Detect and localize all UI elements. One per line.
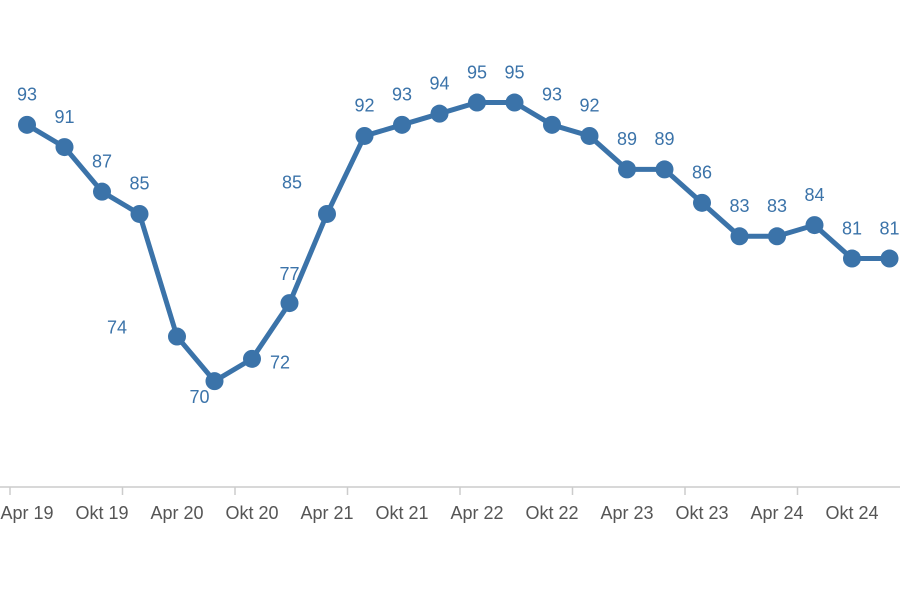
- line: [25, 100, 890, 384]
- value-label: 81: [879, 218, 899, 238]
- point: [280, 294, 299, 313]
- point: [693, 193, 711, 212]
- point: [130, 204, 149, 223]
- value-label: 84: [804, 185, 824, 205]
- value-label: 89: [654, 129, 674, 149]
- x-tick-label: Okt 23: [675, 503, 728, 523]
- point: [505, 93, 524, 112]
- value-label: 89: [617, 129, 637, 149]
- value-label: 87: [92, 151, 112, 171]
- point: [543, 115, 561, 134]
- point: [205, 372, 224, 391]
- point: [805, 216, 824, 235]
- value-label: 92: [354, 96, 374, 116]
- value-label: 94: [429, 73, 449, 93]
- value-label: 83: [767, 196, 787, 216]
- value-label: 72: [270, 353, 290, 373]
- value-label: 74: [107, 317, 127, 337]
- value-label: 93: [17, 85, 37, 105]
- point: [393, 115, 411, 134]
- point: [468, 93, 486, 112]
- value-label: 85: [282, 173, 302, 193]
- point: [93, 182, 111, 201]
- point: [768, 227, 786, 246]
- value-label: 95: [467, 62, 487, 82]
- point: [168, 327, 186, 346]
- value-label: 81: [842, 218, 862, 238]
- x-tick-label: Apr 20: [150, 503, 203, 523]
- x-tick-label: Apr 21: [300, 503, 353, 523]
- value-label: 70: [189, 387, 209, 407]
- x-tick-label: Apr 22: [450, 503, 503, 523]
- value-label: 85: [129, 174, 149, 194]
- x-tick-label: Okt 22: [525, 503, 578, 523]
- point: [243, 349, 261, 368]
- point: [580, 126, 599, 145]
- value-label: 95: [504, 62, 524, 82]
- point: [55, 138, 74, 157]
- x-tick-label: Okt 24: [825, 503, 878, 523]
- point: [318, 204, 336, 223]
- value-label: 92: [579, 96, 599, 116]
- point: [655, 160, 674, 179]
- value-label: 86: [692, 163, 712, 183]
- value-label: 77: [279, 264, 299, 284]
- point: [843, 249, 861, 268]
- point: [618, 160, 636, 179]
- x-tick-label: Apr 23: [600, 503, 653, 523]
- value-label: 93: [542, 85, 562, 105]
- x-tick-label: Apr 19: [0, 503, 53, 523]
- value-label: 91: [54, 107, 74, 127]
- x-tick-label: Okt 19: [75, 503, 128, 523]
- x-tick-label: Apr 24: [750, 503, 803, 523]
- x-tick-label: Okt 21: [375, 503, 428, 523]
- x-tick-label: Okt 20: [225, 503, 278, 523]
- point: [355, 126, 374, 145]
- value-label: 83: [729, 196, 749, 216]
- point: [730, 227, 749, 246]
- point: [18, 115, 36, 134]
- point: [880, 249, 899, 268]
- value-label: 93: [392, 85, 412, 105]
- point: [430, 104, 449, 123]
